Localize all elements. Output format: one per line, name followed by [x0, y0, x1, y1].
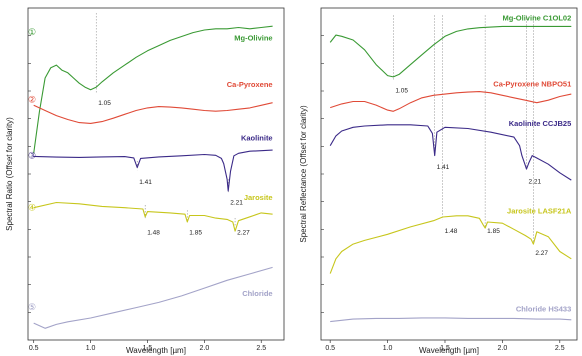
left-band-label: 2.21: [230, 200, 243, 207]
right-band-label: 1.41: [437, 164, 450, 171]
left-series-label: Chloride: [242, 289, 272, 298]
right-series-label: Jarosite LASF21A: [507, 206, 572, 215]
left-band-label: 1.85: [189, 229, 202, 236]
right-series-line: [329, 124, 572, 181]
left-series-number: ②: [28, 95, 36, 105]
right-x-axis-label: Wavelength [µm]: [419, 346, 479, 355]
left-series-line: [33, 266, 273, 329]
right-band-label: 2.21: [528, 179, 541, 186]
right-x-tick-label: 0.5: [325, 345, 335, 352]
right-x-tick-label: 2.0: [498, 345, 508, 352]
right-x-tick-label: 2.5: [555, 345, 565, 352]
left-band-label: 1.05: [98, 100, 111, 107]
left-series-line: [33, 102, 273, 124]
left-band-label: 1.48: [147, 229, 160, 236]
right-series-line: [329, 215, 572, 274]
left-band-label: 2.27: [237, 229, 250, 236]
left-chart-layer: 0.5 1.0 1.5 2.0 2.5 1.05 1.41 2.21 1.48 1.85 2.27 M…: [28, 13, 273, 352]
right-band-label: 2.27: [535, 250, 548, 257]
right-series-label: Mg-Olivine C1OL02: [502, 13, 571, 22]
right-band-label: 1.85: [487, 228, 500, 235]
right-chart-layer: 0.5 1.0 1.5 2.0 2.5 1.05 1.41 2.21 1.48 1.85 2.27 M…: [321, 13, 572, 352]
right-series-line: [330, 91, 572, 112]
left-series-number: ④: [28, 202, 36, 212]
left-y-axis-label: Spectral Ratio (Offset for clarity): [5, 117, 14, 231]
left-series-label: Kaolinite: [241, 133, 273, 142]
right-series-label: Kaolinite CCJB25: [509, 119, 572, 128]
left-x-tick-label: 1.5: [143, 345, 153, 352]
right-series-line: [330, 317, 572, 323]
right-series-label: Chloride HS433: [516, 305, 571, 314]
left-series-label: Jarosite: [244, 193, 273, 202]
left-series-label: Mg-Olivine: [234, 33, 272, 42]
left-x-tick-label: 0.5: [29, 345, 39, 352]
right-x-tick-label: 1.0: [383, 345, 393, 352]
left-series-number: ①: [28, 27, 36, 37]
left-x-axis-label: Wavelength [µm]: [126, 346, 186, 355]
left-band-label: 1.41: [139, 179, 152, 186]
left-series-label: Ca-Pyroxene: [227, 80, 273, 89]
right-y-axis-label: Spectral Reflectance (Offset for clarity…: [299, 105, 308, 243]
left-series-line: [33, 25, 273, 154]
right-plot-frame: [320, 7, 578, 341]
left-series-line: [33, 149, 273, 192]
right-series-label: Ca-Pyroxene NBPO51: [493, 80, 571, 89]
right-x-tick-label: 1.5: [440, 345, 450, 352]
left-series-number: ⑤: [28, 302, 36, 312]
left-x-tick-label: 1.0: [86, 345, 96, 352]
right-band-label: 1.05: [395, 88, 408, 95]
left-series-line: [33, 201, 273, 232]
left-series-number: ③: [28, 150, 36, 160]
left-x-tick-label: 2.5: [256, 345, 266, 352]
right-series-line: [329, 25, 572, 78]
right-band-label: 1.48: [445, 228, 458, 235]
left-x-tick-label: 2.0: [199, 345, 209, 352]
